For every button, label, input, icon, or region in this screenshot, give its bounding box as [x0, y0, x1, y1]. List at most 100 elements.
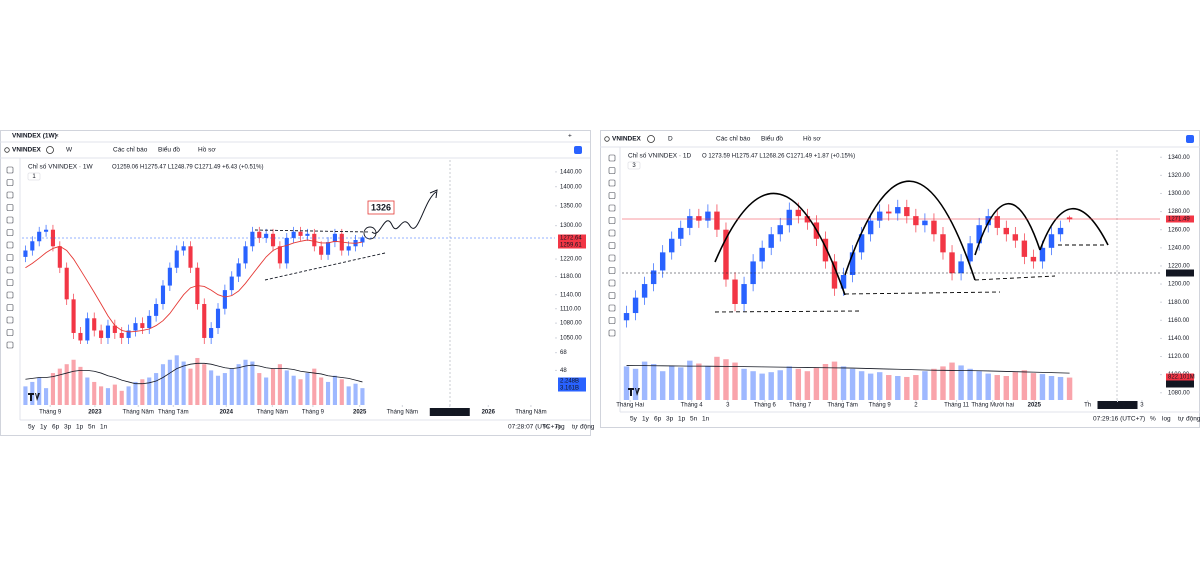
tool-icon[interactable] [608, 229, 616, 237]
scale-button[interactable]: tự động [1178, 416, 1200, 423]
scale-button[interactable]: log [1162, 416, 1171, 423]
search-icon[interactable] [4, 147, 10, 153]
tool-icon[interactable] [608, 242, 616, 249]
x-tick-label: 2026 [482, 410, 496, 416]
interval[interactable]: D [668, 136, 673, 143]
tool-icon[interactable] [6, 316, 14, 324]
ohlc-legend: O1259.06 H1275.47 L1248.79 C1271.49 +6.4… [112, 165, 263, 171]
tool-icon[interactable] [6, 329, 14, 336]
tool-icon[interactable] [608, 204, 616, 212]
toolbar-item[interactable]: Các chỉ báo [113, 146, 148, 154]
tool-icon[interactable] [608, 267, 616, 274]
tool-icon[interactable] [608, 279, 616, 287]
toolbar-item[interactable]: Hồ sơ [803, 134, 821, 143]
range[interactable]: 3p [666, 416, 674, 423]
toolbar-item[interactable]: Biểu đồ [158, 145, 180, 154]
tool-icon[interactable] [6, 266, 14, 274]
indicator-toggle[interactable] [627, 161, 641, 170]
arc [714, 192, 846, 296]
price-badge-label: 3.161B [560, 386, 579, 392]
range[interactable]: 5y [630, 416, 638, 423]
range[interactable]: 5y [28, 424, 36, 431]
toolbar-item[interactable]: Các chỉ báo [716, 135, 751, 143]
tool-icon[interactable] [6, 304, 14, 311]
range[interactable]: 3p [64, 424, 72, 431]
symbol[interactable]: VNINDEX [12, 147, 42, 154]
tool-icon[interactable] [608, 217, 616, 224]
scale-button[interactable]: % [1150, 416, 1156, 423]
price-badge [1166, 380, 1194, 388]
symbol[interactable]: VNINDEX [612, 136, 642, 143]
toolbar-item[interactable]: Biểu đồ [761, 134, 783, 143]
volume-bar [732, 362, 738, 400]
indicator-count[interactable]: 3 [632, 163, 636, 169]
range[interactable]: 5n [88, 424, 96, 431]
scale-button[interactable]: tự động [572, 424, 595, 431]
candle-body [44, 229, 49, 232]
search-icon[interactable] [604, 136, 610, 142]
volume-bar [777, 370, 783, 400]
range[interactable]: 6p [654, 416, 662, 423]
tool-icon[interactable] [6, 204, 14, 211]
tool-icon[interactable] [6, 279, 14, 286]
add-icon[interactable]: + [568, 133, 572, 140]
crosshair-label-bg [429, 408, 470, 416]
tool-icon[interactable] [6, 254, 14, 261]
range[interactable]: 1p [678, 416, 686, 423]
volume-bar [623, 366, 630, 400]
range[interactable]: 1y [642, 416, 650, 423]
tab-title[interactable]: VNINDEX (1W) [12, 133, 57, 140]
tool-icon[interactable] [6, 291, 14, 299]
range[interactable]: 5n [690, 416, 698, 423]
tool-icon[interactable] [608, 329, 616, 337]
tool-icon[interactable] [6, 191, 14, 199]
x-tick-label: Tháng 11 [944, 403, 970, 409]
tool-icon[interactable] [608, 254, 616, 262]
volume-bar [257, 373, 262, 405]
tool-icon[interactable] [608, 167, 616, 174]
tool-icon[interactable] [608, 304, 616, 312]
volume-bar [71, 359, 76, 405]
tool-icon[interactable] [6, 166, 14, 174]
volume-bar [202, 364, 207, 405]
y-tick-label: 1340.00 [1168, 155, 1190, 161]
range[interactable]: 1n [100, 424, 108, 431]
close-icon[interactable]: × [55, 133, 59, 140]
range[interactable]: 1n [702, 416, 710, 423]
volume-bar [229, 368, 234, 405]
y-tick-label: 1080.00 [1168, 390, 1190, 396]
volume-bar [346, 386, 351, 405]
toolbar-item[interactable]: Hồ sơ [198, 145, 216, 154]
interval[interactable]: W [66, 147, 73, 154]
volume-bar [250, 361, 255, 405]
price-badge [1166, 269, 1194, 277]
volume-bar [264, 377, 269, 405]
volume-bar [985, 373, 991, 400]
candle-body [876, 211, 883, 221]
tool-icon[interactable] [608, 179, 616, 187]
x-tick-label: Th [1084, 403, 1091, 409]
tool-icon[interactable] [608, 154, 616, 162]
tool-icon[interactable] [6, 229, 14, 236]
indicator-toggle[interactable] [27, 172, 41, 181]
tool-icon[interactable] [608, 192, 616, 199]
x-tick-label: 2024 [220, 410, 234, 416]
x-tick-label: Tháng Năm [515, 410, 546, 416]
indicator-count[interactable]: 1 [32, 174, 36, 180]
compare-icon[interactable] [46, 146, 54, 154]
range[interactable]: 1y [40, 424, 48, 431]
range[interactable]: 1p [76, 424, 84, 431]
tool-icon[interactable] [6, 241, 14, 249]
scale-button[interactable]: % [543, 424, 549, 431]
range[interactable]: 6p [52, 424, 60, 431]
tool-icon[interactable] [608, 292, 616, 299]
tool-icon[interactable] [6, 179, 14, 186]
x-tick-label: 2 [914, 403, 918, 409]
vol-tick-label: 48 [560, 368, 567, 374]
compare-icon[interactable] [647, 135, 655, 143]
tool-icon[interactable] [6, 341, 14, 349]
scale-button[interactable]: log [556, 424, 565, 431]
tool-icon[interactable] [608, 317, 616, 324]
tool-icon[interactable] [6, 216, 14, 224]
x-tick-label: Tháng Mười hai [971, 403, 1014, 409]
